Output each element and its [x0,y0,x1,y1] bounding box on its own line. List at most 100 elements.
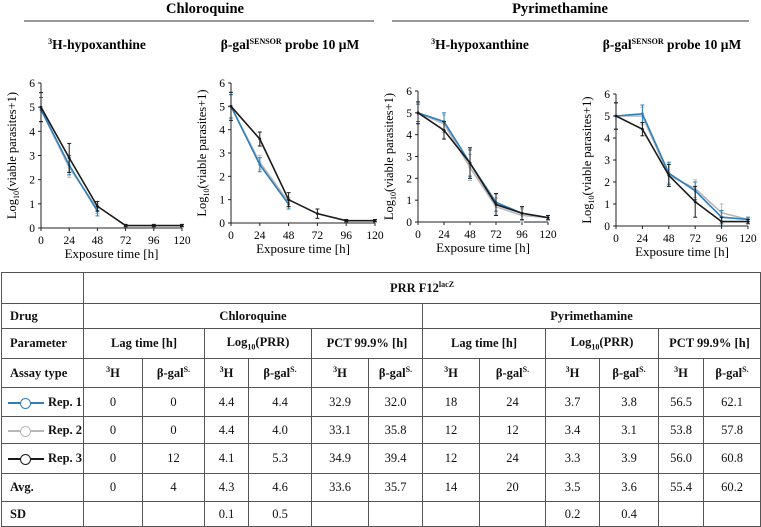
y-tick-label: 4 [604,133,610,145]
y-tick-label: 1 [29,199,35,211]
table-cell: 57.8 [703,416,761,444]
series-line-rep2 [616,115,749,221]
table-cell: 33.1 [311,416,369,444]
assay-3h: 3H [311,358,369,388]
assay-bgal: β-galS. [599,358,659,388]
param-log-prr: Log10(PRR) [204,328,312,359]
table-cell: 4.4 [248,387,312,417]
data-point [180,224,184,227]
y-tick-label: 4 [406,130,412,142]
table-cell: 0.2 [545,501,600,527]
table-cell: 12 [422,443,480,474]
table-cell: 35.8 [368,416,423,444]
table-cell: 3.3 [545,443,600,474]
data-point [67,156,71,160]
row-label-rep3: Rep. 3 [1,443,84,474]
table-cell: 14 [422,473,480,502]
table-cell: 0 [83,473,143,502]
table-cell: 3.9 [599,443,659,474]
y-tick-label: 6 [406,86,412,98]
y-tick-label: 1 [604,199,610,211]
table-cell: 3.6 [599,473,659,502]
table-cell: 4.1 [204,443,249,474]
table-cell: 56.5 [658,387,704,417]
prr-table: PRR F12lacZ Drug Chloroquine Pyrimethami… [1,272,761,527]
series-line-rep2 [417,112,549,219]
data-point [494,203,498,206]
x-tick-label: 48 [464,229,476,241]
chart-panel: 3H-hypoxanthine 0 1 2 3 4 5 6 0 24 48 72 96 120 Exposu… [5,37,191,261]
assay-bgal: β-galS. [368,358,423,388]
table-cell: 3.1 [599,416,659,444]
assay-3h: 3H [83,358,143,388]
series-line-rep1 [615,112,749,221]
table-row: Rep. 3 0 12 4.1 5.3 34.9 39.4 12 24 3.3 3.9 56.0 60… [1,443,761,474]
panel-title: 3H-hypoxanthine [431,37,529,52]
table-row: Avg. 0 4 4.3 4.6 33.6 35.7 14 20 3.5 3.6 55.4 60.2 [1,473,761,502]
data-point [258,163,262,167]
assay-3h: 3H [658,358,704,388]
parameter-label: Parameter [1,328,84,359]
assay-bgal: β-galS. [479,358,546,388]
y-tick-label: 5 [604,111,610,123]
x-tick-label: 48 [92,235,104,247]
assay-bgal: β-galS. [703,358,761,388]
y-tick-label: 0 [29,223,35,235]
x-tick-label: 72 [689,233,701,245]
x-axis-label: Exposure time [h] [256,241,350,256]
group-title-chloroquine: Chloroquine [166,1,244,17]
row-label-sd: SD [1,501,84,527]
panel-title: 3H-hypoxanthine [48,37,146,52]
table-cell: 62.1 [703,387,761,417]
assay-bgal: β-galS. [142,358,205,388]
table-cell: 4.4 [204,387,249,417]
table-cell: 0 [83,416,143,444]
param-log-prr: Log10(PRR) [545,328,659,359]
y-tick-label: 0 [406,217,412,229]
table-cell: 34.9 [311,443,369,474]
drug-chloroquine: Chloroquine [83,303,423,329]
chart-panel: 3H-hypoxanthine 0 1 2 3 4 5 6 0 24 48 72 96 120 Exposu… [382,37,557,255]
y-tick-label: 0 [219,218,225,230]
table-row: SD 0.1 0.5 0.2 0.4 [1,501,761,527]
y-tick-label: 3 [219,148,225,160]
x-tick-label: 120 [366,230,384,242]
drug-pyrimethamine: Pyrimethamine [422,303,761,329]
table-cell: 3.4 [545,416,600,444]
y-tick-label: 5 [29,102,35,114]
data-point [416,111,420,115]
table-cell [703,501,761,527]
data-point [316,212,319,216]
assay-3h: 3H [204,358,249,388]
series-line-rep3 [230,105,375,222]
y-tick-label: 2 [406,173,412,185]
x-tick-label: 0 [228,230,234,242]
x-axis-label: Exposure time [h] [436,240,530,255]
data-point [520,211,524,215]
data-point [152,224,156,227]
series-line-rep3 [615,115,748,223]
y-axis-label: Log10(viable parasites+1) [580,96,596,223]
y-axis-label: Log10(viable parasites+1) [195,89,211,216]
table-cell: 12 [142,443,205,474]
data-point [287,198,290,202]
x-tick-label: 72 [120,235,132,247]
legend-line-rep1 [8,397,44,409]
table-cell: 33.6 [311,473,369,502]
x-tick-label: 120 [539,229,557,241]
param-pct: PCT 99.9% [h] [658,328,761,359]
legend-line-rep2 [8,425,44,437]
y-tick-label: 4 [29,126,35,138]
table-cell: 5.3 [248,443,312,474]
param-lag: Lag time [h] [83,328,205,359]
table-cell: 4 [142,473,205,502]
chart-panel: β-galSENSOR probe 10 μM 0 1 2 3 4 5 6 0 24 48 72 96 1… [195,37,384,256]
assay-bgal: β-galS. [248,358,312,388]
table-cell: 4.6 [248,473,312,502]
data-point [229,104,233,108]
table-cell [311,501,369,527]
table-cell [83,501,143,527]
table-cell [422,501,480,527]
series-line-rep3 [417,112,549,219]
x-tick-label: 96 [716,233,728,245]
